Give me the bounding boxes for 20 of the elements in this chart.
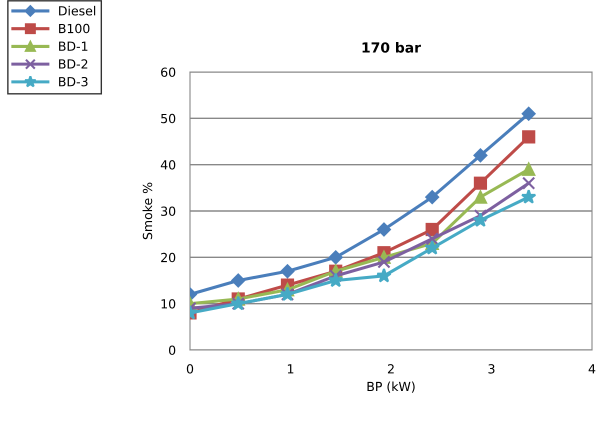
legend-label: B100 [59, 24, 90, 34]
x-tick-label: 3 [488, 364, 494, 374]
y-tick-label: 40 [160, 160, 176, 170]
x-tick-label: 0 [186, 364, 194, 374]
y-tick-label: 50 [161, 114, 176, 124]
x-tick-label: 2 [388, 364, 394, 374]
legend-label: BD-2 [59, 59, 88, 69]
x-axis-title: BP (kW) [368, 382, 415, 393]
y-tick-label: 20 [161, 252, 176, 262]
legend-label: Diesel [59, 6, 96, 16]
legend-label: BD-3 [59, 76, 88, 86]
y-tick-label: 10 [162, 299, 176, 309]
y-tick-label: 60 [161, 67, 176, 77]
chart-title: 170 bar [362, 42, 421, 53]
x-tick-label: 1 [288, 364, 294, 374]
x-tick-label: 4 [588, 364, 596, 374]
legend-label: BD-1 [59, 42, 88, 51]
y-tick-label: 30 [161, 206, 176, 216]
y-tick-label: 0 [168, 345, 176, 355]
y-axis-title: Smoke % [142, 182, 152, 240]
